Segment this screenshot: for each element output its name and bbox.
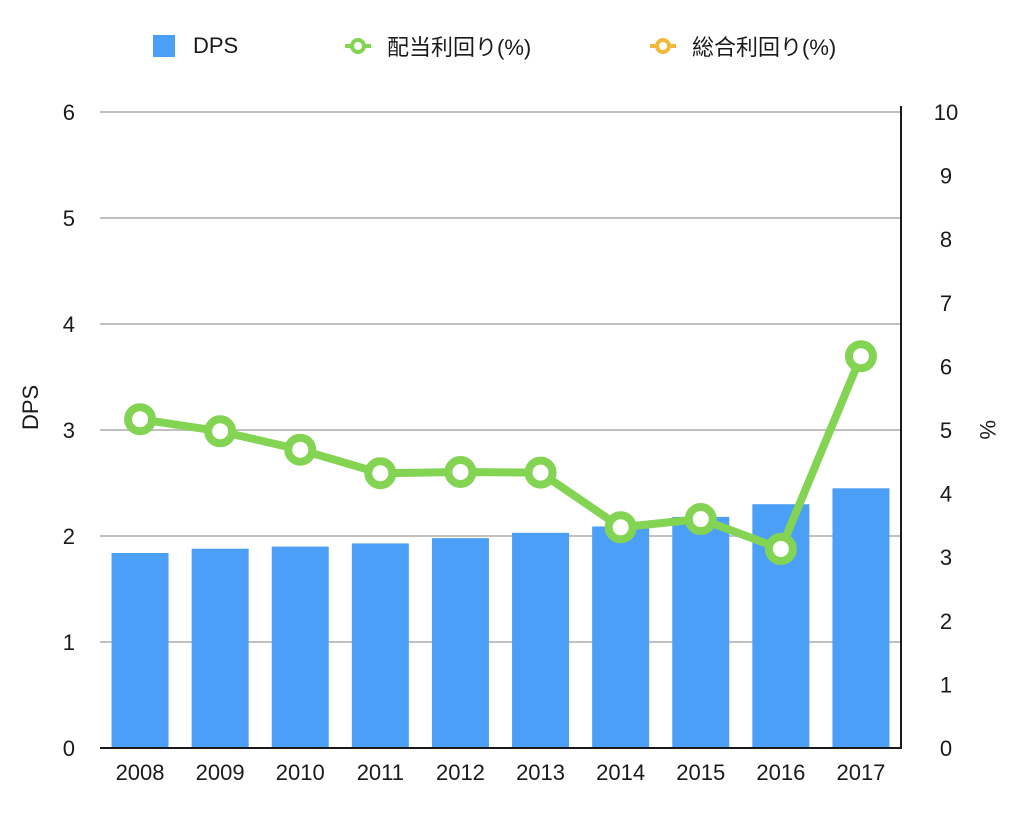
bar-swatch-icon	[153, 35, 175, 57]
y-tick-left: 3	[63, 418, 75, 443]
bar-2015	[672, 516, 730, 748]
y-tick-right: 3	[940, 545, 952, 570]
data-point-marker	[364, 457, 397, 490]
y-tick-left: 1	[63, 630, 75, 655]
bar-2011	[351, 543, 409, 748]
bar-2014	[592, 526, 650, 748]
bar-2012	[431, 538, 489, 748]
chart-legend: DPS 配当利回り(%) 総合利回り(%)	[0, 28, 1024, 64]
y-tick-right: 4	[940, 482, 952, 507]
legend-item-dividend-yield[interactable]: 配当利回り(%)	[345, 28, 531, 64]
y-tick-right: 5	[940, 418, 952, 443]
bar-2010	[271, 546, 329, 748]
x-tick-label: 2011	[357, 760, 404, 785]
bar-2008	[111, 552, 169, 748]
line-marker-icon	[650, 35, 676, 57]
data-point-marker	[844, 340, 877, 373]
y-tick-right: 6	[940, 354, 952, 379]
y-tick-left: 0	[63, 736, 75, 761]
x-tick-label: 2017	[836, 760, 885, 785]
bar-2009	[191, 548, 249, 748]
data-point-marker	[524, 456, 557, 489]
x-tick-label: 2013	[516, 760, 565, 785]
x-tick-label: 2015	[676, 760, 725, 785]
line-series	[139, 354, 865, 553]
x-tick-label: 2009	[196, 760, 245, 785]
x-tick-label: 2010	[276, 760, 325, 785]
bar-2013	[512, 532, 570, 748]
y-tick-left: 5	[63, 206, 75, 231]
y-tick-right: 1	[940, 672, 952, 697]
data-point-marker	[204, 415, 237, 448]
y-tick-left: 6	[63, 100, 75, 125]
y-axis-right-title: %	[975, 420, 1000, 440]
line-marker-icon	[345, 35, 371, 57]
y-tick-right: 9	[940, 164, 952, 189]
y-tick-left: 4	[63, 312, 75, 337]
data-point-marker	[284, 433, 317, 466]
bar-2017	[832, 488, 890, 748]
x-tick-label: 2014	[596, 760, 645, 785]
legend-item-dps[interactable]: DPS	[153, 28, 238, 64]
y-tick-right: 0	[940, 736, 952, 761]
data-point-marker	[124, 403, 157, 436]
legend-label: 総合利回り(%)	[692, 35, 837, 60]
y-tick-right: 10	[934, 100, 958, 125]
y-axis-left-title: DPS	[18, 384, 43, 430]
y-tick-right: 2	[940, 609, 952, 634]
legend-label: DPS	[193, 33, 239, 58]
y-tick-right: 7	[940, 291, 952, 316]
y-tick-left: 2	[63, 524, 75, 549]
legend-label: 配当利回り(%)	[387, 35, 532, 60]
x-tick-label: 2016	[756, 760, 805, 785]
data-point-marker	[684, 503, 717, 536]
x-tick-label: 2012	[436, 760, 485, 785]
y-tick-right: 8	[940, 227, 952, 252]
data-point-marker	[604, 511, 637, 544]
x-tick-label: 2008	[116, 760, 165, 785]
legend-item-total-yield[interactable]: 総合利回り(%)	[650, 28, 836, 64]
data-point-marker	[764, 532, 797, 565]
data-point-marker	[444, 455, 477, 488]
